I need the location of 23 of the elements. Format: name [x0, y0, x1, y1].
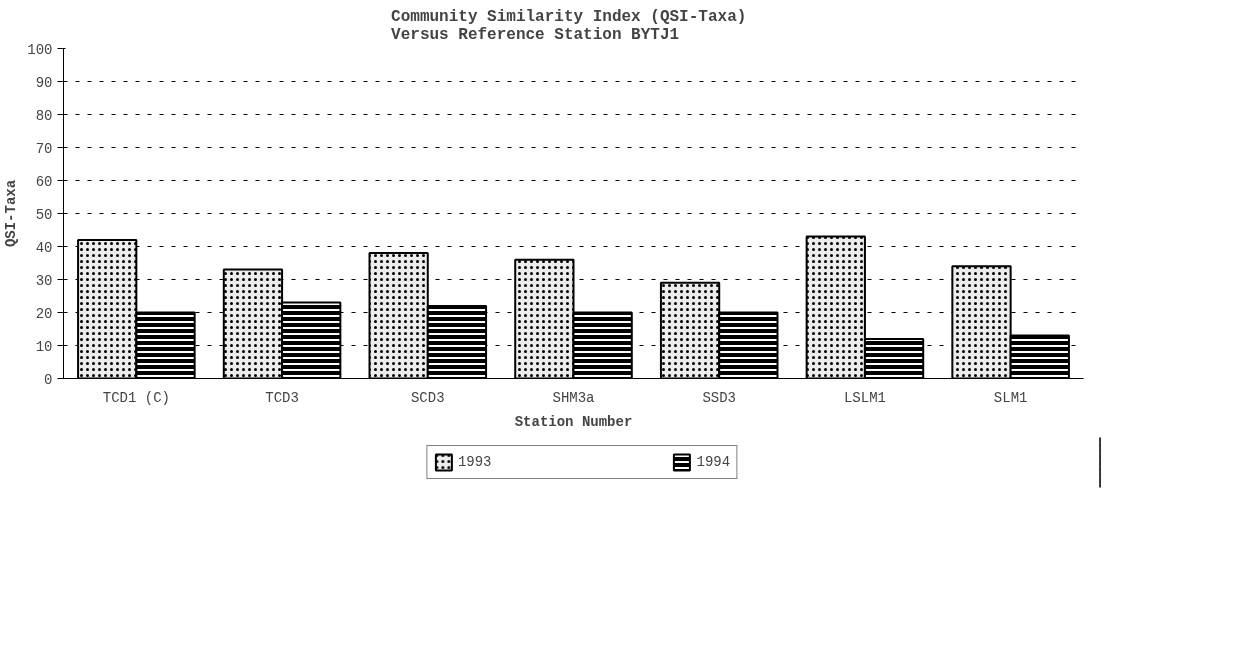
- y-tick-label: 100: [27, 41, 53, 58]
- chart-title: Community Similarity Index (QSI-Taxa) Versus Reference Station BYTJ1: [391, 7, 747, 44]
- y-tick-label: 10: [35, 338, 53, 355]
- y-tick-label: 0: [44, 371, 53, 388]
- y-axis-title: QSI-Taxa: [3, 179, 20, 248]
- legend-label: 1993: [457, 454, 492, 470]
- x-tick-label: TCD1 (C): [102, 389, 170, 406]
- y-tick-label: 30: [35, 272, 53, 289]
- y-tick-label: 80: [35, 107, 53, 124]
- x-tick-label: SHM3a: [552, 389, 595, 406]
- x-axis-title: Station Number: [514, 413, 633, 430]
- x-tick-label: SSD3: [702, 389, 737, 406]
- y-tick-label: 90: [35, 74, 53, 91]
- y-tick-label: 70: [35, 140, 53, 157]
- legend-label: 1994: [696, 454, 731, 470]
- y-tick-label: 20: [35, 305, 53, 322]
- x-tick-label: LSLM1: [843, 389, 886, 406]
- y-tick-label: 60: [35, 173, 53, 190]
- x-tick-label: SLM1: [993, 389, 1028, 406]
- y-tick-label: 40: [35, 239, 53, 256]
- x-tick-label: TCD3: [265, 389, 299, 406]
- x-tick-label: SCD3: [410, 389, 445, 406]
- y-tick-label: 50: [35, 206, 53, 223]
